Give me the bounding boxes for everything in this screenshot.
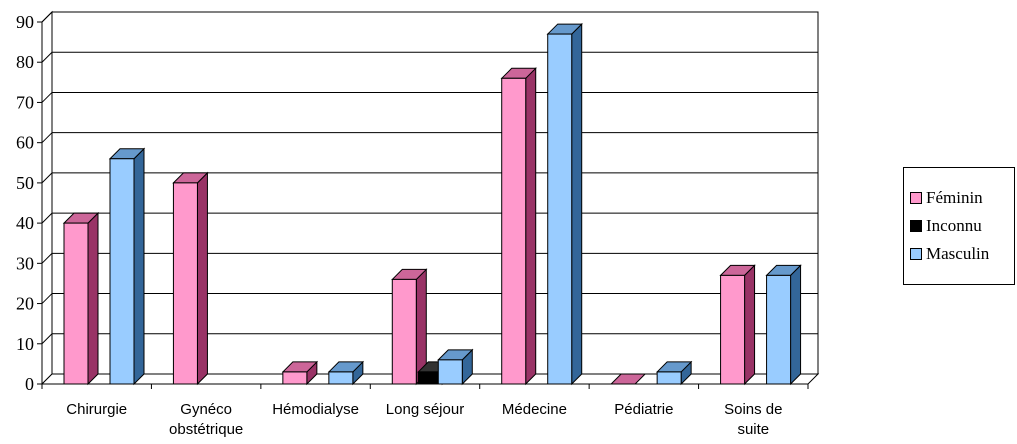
- back-wall: [51, 11, 819, 375]
- bar-masculin: [437, 359, 463, 385]
- legend-item-feminin: Féminin: [910, 188, 983, 208]
- legend-swatch-masculin: [910, 248, 922, 260]
- legend-label-masculin: Masculin: [926, 244, 990, 263]
- x-tick-label: Soins de: [724, 401, 782, 418]
- gridline-diagonal: [41, 92, 53, 103]
- bar-masculin-side: [571, 22, 583, 386]
- gridline-diagonal: [41, 252, 53, 264]
- bar-masculin: [547, 33, 573, 385]
- bar-feminin-side: [525, 67, 537, 386]
- legend: Féminin Inconnu Masculin: [903, 167, 1015, 285]
- bar-masculin-side: [790, 264, 802, 386]
- bar-masculin: [109, 158, 135, 385]
- x-tick-label: Hémodialyse: [272, 401, 359, 418]
- bar-feminin: [391, 278, 417, 385]
- gridline-diagonal: [41, 172, 53, 184]
- bar-masculin: [328, 371, 354, 385]
- x-tick-label: suite: [737, 421, 769, 438]
- bar-feminin-side: [196, 171, 208, 386]
- legend-item-masculin: Masculin: [910, 244, 989, 264]
- bar-feminin-side: [87, 211, 99, 386]
- bar-feminin: [63, 222, 89, 385]
- y-tick-label: 80: [16, 52, 34, 72]
- bar-feminin: [720, 274, 746, 385]
- legend-swatch-feminin: [910, 192, 922, 204]
- bar-masculin-side: [133, 147, 145, 386]
- y-tick-label: 70: [16, 92, 34, 112]
- bar-feminin-side: [744, 264, 756, 386]
- y-tick-label: 0: [25, 374, 34, 394]
- gridline-diagonal: [41, 11, 53, 23]
- bar-feminin-top: [609, 373, 647, 385]
- bar-feminin: [172, 182, 198, 385]
- gridline-diagonal: [41, 132, 53, 144]
- x-tick-label: obstétrique: [169, 421, 243, 438]
- gridline-diagonal: [41, 51, 53, 63]
- y-tick-label: 40: [16, 213, 34, 233]
- gridline-diagonal: [41, 212, 53, 224]
- legend-item-inconnu: Inconnu: [910, 216, 982, 236]
- x-tick-label: Chirurgie: [66, 401, 127, 418]
- bar-feminin: [282, 371, 308, 385]
- y-tick-label: 90: [16, 12, 34, 32]
- x-tick-label: Pédiatrie: [614, 401, 673, 418]
- legend-swatch-inconnu: [910, 220, 922, 232]
- y-tick-label: 10: [16, 334, 34, 354]
- y-tick-label: 20: [16, 294, 34, 314]
- y-tick-label: 50: [16, 173, 34, 193]
- bar-feminin: [501, 77, 527, 385]
- bar-masculin: [766, 274, 792, 385]
- legend-label-inconnu: Inconnu: [926, 216, 982, 235]
- legend-label-feminin: Féminin: [926, 188, 983, 207]
- gridline-diagonal: [41, 333, 53, 345]
- y-tick-label: 60: [16, 133, 34, 153]
- x-tick-label: Long séjour: [386, 401, 464, 418]
- y-tick-label: 30: [16, 253, 34, 273]
- x-tick-label: Médecine: [502, 401, 567, 418]
- side-wall: [41, 10, 53, 386]
- gridline-diagonal: [41, 293, 53, 304]
- x-tick-label: Gynéco: [180, 401, 232, 418]
- bar-masculin: [656, 371, 682, 385]
